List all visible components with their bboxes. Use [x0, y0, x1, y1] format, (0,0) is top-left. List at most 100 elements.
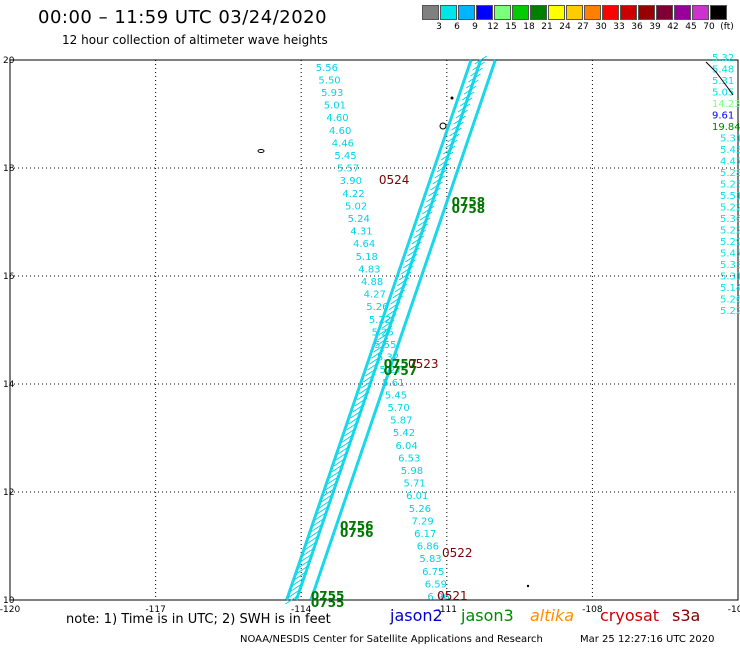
- colorbar-swatch: [692, 5, 709, 20]
- y-tick-label: 12: [3, 488, 14, 498]
- track-swh-mark: [413, 229, 427, 239]
- swh-value-label: 6.53: [398, 453, 420, 464]
- swh-value-label: 5.56: [316, 63, 338, 74]
- track-swh-mark: [451, 121, 464, 131]
- swh-value-label: 5.71: [403, 479, 425, 490]
- track-swh-mark: [369, 355, 382, 365]
- colorbar-swatch: [620, 5, 637, 20]
- track-swh-mark: [468, 73, 481, 83]
- track-swh-mark: [350, 409, 363, 419]
- edge-swh-label: 5.43: [720, 145, 740, 156]
- legend-jason2: jason2: [390, 606, 443, 625]
- edge-swh-label: 5.36: [720, 214, 740, 225]
- edge-swh-label: 5.31: [720, 134, 740, 145]
- wave-height-colorbar: [422, 5, 728, 20]
- colorbar-label: 70: [703, 22, 715, 32]
- track-swh-mark: [371, 349, 384, 359]
- edge-swh-label: 5.51: [720, 191, 740, 202]
- colorbar-label: 45: [685, 22, 697, 32]
- edge-swh-label: 5.33: [720, 260, 740, 271]
- track-swh-mark: [455, 109, 469, 119]
- track-swh-mark: [472, 61, 485, 71]
- track-swh-mark: [308, 529, 321, 539]
- swh-value-label: 5.50: [318, 75, 340, 86]
- swh-value-label: 5.70: [388, 403, 410, 414]
- track-swh-mark: [474, 55, 488, 65]
- track-swh-mark: [320, 493, 334, 503]
- swh-value-label: 5.61: [382, 378, 404, 389]
- track-swh-mark: [440, 151, 454, 161]
- island-shape: [450, 96, 454, 100]
- x-tick-label: -114: [291, 605, 312, 615]
- colorbar-labels: 3 6 9 12 15 18 21 24 27 30 33 36 39 42 45 70 (ft): [422, 22, 740, 34]
- track-swh-mark: [360, 379, 374, 389]
- track-swh-mark: [358, 385, 372, 395]
- track-swh-mark: [449, 127, 462, 137]
- track-swh-mark: [341, 433, 355, 443]
- swh-value-label: 5.87: [390, 416, 412, 427]
- track-swh-mark: [325, 481, 338, 491]
- colorbar-swatch: [638, 5, 655, 20]
- track-swh-mark: [379, 325, 393, 335]
- colorbar-label: 12: [487, 22, 499, 32]
- legend-jason3: jason3: [461, 606, 514, 625]
- edge-swh-label: 5.48: [712, 65, 734, 76]
- track-swh-mark: [405, 253, 418, 263]
- colorbar-label: 21: [541, 22, 553, 32]
- swh-value-label: 5.24: [348, 214, 370, 225]
- pass-time-label: 0755: [311, 589, 344, 603]
- colorbar-swatch: [422, 5, 439, 20]
- colorbar-label: 33: [613, 22, 625, 32]
- track-swh-mark: [461, 91, 475, 101]
- track-swh-mark: [354, 397, 368, 407]
- swh-value-label: 6.17: [414, 529, 436, 540]
- colorbar-label: 3: [436, 22, 442, 32]
- edge-swh-label: 4.47: [720, 157, 740, 168]
- track-swh-mark: [323, 487, 336, 497]
- swh-value-label: 5.26: [409, 504, 431, 515]
- colorbar-swatch: [566, 5, 583, 20]
- track-swh-mark: [331, 463, 345, 473]
- swh-value-label: 5.45: [385, 390, 407, 401]
- track-swh-mark: [409, 241, 422, 251]
- edge-swh-label: 5.25: [720, 180, 740, 191]
- swh-value-label: 7.29: [411, 516, 433, 527]
- colorbar-swatch: [476, 5, 493, 20]
- track-swh-mark: [424, 199, 437, 209]
- colorbar-swatch: [674, 5, 691, 20]
- swh-value-label: 5.83: [419, 554, 441, 565]
- track-swh-mark: [344, 427, 357, 437]
- swh-value-label: 4.27: [364, 290, 386, 301]
- satellite-track: [309, 59, 497, 601]
- track-swh-mark: [407, 247, 420, 257]
- track-swh-mark: [304, 541, 317, 551]
- pass-time-label: 0757: [384, 364, 417, 378]
- swh-value-label: 5.27: [380, 365, 402, 376]
- colorbar-swatch: [584, 5, 601, 20]
- track-swh-mark: [434, 169, 448, 179]
- track-swh-mark: [415, 223, 429, 233]
- swh-value-label: 6.96: [427, 592, 449, 603]
- edge-swh-label: 5.05: [712, 88, 734, 99]
- footer-credit: NOAA/NESDIS Center for Satellite Applica…: [240, 634, 543, 645]
- colorbar-swatch: [656, 5, 673, 20]
- track-swh-mark: [352, 403, 366, 413]
- swh-value-label: 4.88: [361, 277, 383, 288]
- track-swh-mark: [386, 307, 399, 317]
- edge-swh-label: 5.26: [720, 295, 740, 306]
- swh-value-label: 5.57: [337, 164, 359, 175]
- swh-value-label: 3.90: [340, 176, 362, 187]
- track-swh-mark: [337, 445, 351, 455]
- colorbar-label: 24: [559, 22, 571, 32]
- track-swh-mark: [375, 337, 389, 347]
- track-swh-mark: [388, 301, 401, 311]
- swh-value-label: 5.01: [324, 101, 346, 112]
- track-swh-mark: [430, 181, 443, 191]
- pass-time-label: 0524: [379, 173, 410, 187]
- edge-swh-label: 5.22: [720, 203, 740, 214]
- track-swh-mark: [392, 289, 406, 299]
- coastline: [705, 61, 734, 96]
- track-swh-mark: [396, 277, 410, 287]
- track-swh-mark: [318, 499, 332, 509]
